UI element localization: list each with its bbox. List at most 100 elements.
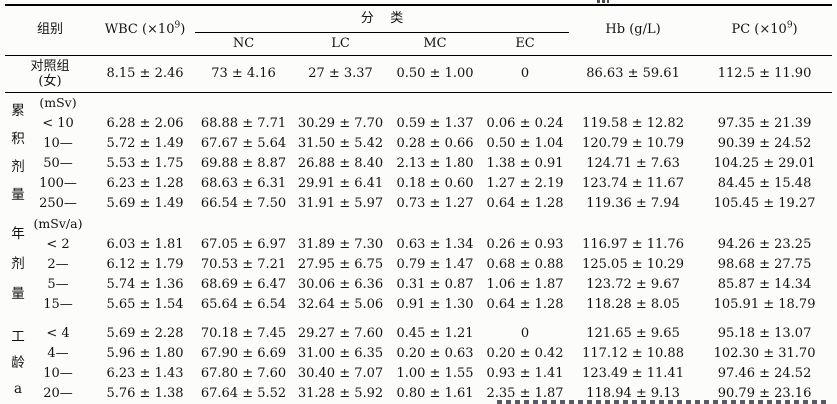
table-row: 10— 6.23 ± 1.43 67.80 ± 7.60 30.40 ± 7.0… — [5, 364, 832, 384]
cell-lc: 32.64 ± 5.06 — [297, 296, 384, 312]
cell-hb: 86.63 ± 59.61 — [569, 55, 698, 93]
cell-ec: 0.64 ± 1.28 — [486, 195, 564, 211]
table-row: 20— 5.76 ± 1.38 67.64 ± 5.52 31.28 ± 5.9… — [5, 384, 832, 404]
section-label-char: 量 — [11, 186, 25, 203]
cell-nc: 65.64 ± 6.54 — [200, 296, 287, 312]
cell-wbc: 5.69 ± 1.49 — [106, 195, 184, 211]
cell-hb: 116.97 ± 11.76 — [582, 236, 684, 252]
cell-pc: 97.35 ± 21.39 — [717, 115, 812, 131]
cell-pc: 84.45 ± 15.48 — [717, 175, 812, 191]
cell-lc: 30.29 ± 7.70 — [297, 115, 384, 131]
section-label-cumulative-dose: 累 积 剂 量 — [5, 93, 31, 215]
cell-mc: 0.73 ± 1.27 — [396, 195, 474, 211]
cell-wbc: 5.74 ± 1.36 — [106, 276, 184, 292]
cell-lc: 31.91 ± 5.97 — [297, 195, 384, 211]
cell-mc: 0.31 ± 0.87 — [396, 276, 474, 292]
cell-wbc: 6.03 ± 1.81 — [106, 236, 184, 252]
cell-hb: 123.74 ± 11.67 — [582, 175, 684, 191]
section-label-char: 年 — [11, 225, 25, 242]
table-row: 工 龄 a < 4 5.69 ± 2.28 70.18 ± 7.45 29.27… — [5, 315, 832, 397]
row-label: 10— — [43, 135, 73, 151]
cell-lc: 29.91 ± 6.41 — [297, 175, 384, 191]
cell-wbc: 5.65 ± 1.54 — [106, 296, 184, 312]
cell-hb: 123.72 ± 9.67 — [586, 276, 680, 292]
cell-pc: 90.79 ± 23.16 — [717, 385, 812, 401]
cell-lc: 26.88 ± 8.40 — [297, 155, 384, 171]
pc-label-close: ) — [792, 22, 798, 38]
empty-cell — [95, 93, 832, 115]
section-label-working-years: 工 龄 a — [5, 315, 31, 404]
control-label-line2: (女) — [38, 74, 62, 89]
cell-ec: 0 — [481, 55, 570, 93]
cell-mc: 0.91 ± 1.30 — [396, 296, 474, 312]
cell-pc: 94.26 ± 23.25 — [717, 236, 812, 252]
table-row: 100— 6.23 ± 1.28 68.63 ± 6.31 29.91 ± 6.… — [5, 174, 832, 194]
cell-wbc: 6.12 ± 1.79 — [106, 256, 184, 272]
cell-ec: 1.06 ± 1.87 — [486, 276, 564, 292]
cell-pc: 95.18 ± 13.07 — [717, 325, 812, 341]
row-label: 4— — [47, 345, 69, 361]
cell-mc: 0.45 ± 1.21 — [396, 325, 474, 341]
cell-wbc: 6.23 ± 1.28 — [106, 175, 184, 191]
cell-pc: 97.46 ± 24.52 — [717, 365, 812, 381]
column-header-hb: Hb (g/L) — [605, 22, 661, 38]
cell-nc: 69.88 ± 8.87 — [200, 155, 287, 171]
cell-lc: 31.28 ± 5.92 — [297, 385, 384, 401]
section-label-char: 剂 — [11, 255, 25, 272]
cell-wbc: 5.72 ± 1.49 — [106, 135, 184, 151]
cell-ec: 2.35 ± 1.87 — [486, 385, 564, 401]
column-header-ec: EC — [515, 35, 535, 51]
row-label: < 10 — [42, 115, 74, 131]
cell-nc: 67.05 ± 6.97 — [200, 236, 287, 252]
table-row: 50— 5.53 ± 1.75 69.88 ± 8.87 26.88 ± 8.4… — [5, 154, 832, 174]
section-working-years: 工 龄 a < 4 5.69 ± 2.28 70.18 ± 7.45 29.27… — [5, 315, 832, 404]
table-row: 10— 5.72 ± 1.49 67.67 ± 5.64 31.50 ± 5.4… — [5, 134, 832, 154]
column-header-pc: PC (×109) — [697, 5, 832, 56]
section-label-char: 工 — [11, 329, 25, 346]
column-header-group: 组别 — [37, 22, 64, 38]
cell-mc: 0.28 ± 0.66 — [396, 135, 474, 151]
wbc-label-close: ) — [180, 22, 186, 38]
cell-hb: 124.71 ± 7.63 — [586, 155, 680, 171]
cell-nc: 67.90 ± 6.69 — [200, 345, 287, 361]
section-label-char: 积 — [11, 130, 25, 147]
section-label-char: 龄 — [11, 355, 25, 372]
cell-ec: 1.27 ± 2.19 — [486, 175, 564, 191]
wbc-label-text: WBC (×10 — [104, 22, 175, 38]
cell-nc: 70.18 ± 7.45 — [200, 325, 287, 341]
cell-wbc: 5.53 ± 1.75 — [106, 155, 184, 171]
cell-lc: 31.00 ± 6.35 — [297, 345, 384, 361]
table-row: 15— 5.65 ± 1.54 65.64 ± 6.54 32.64 ± 5.0… — [5, 295, 832, 315]
table-row: 2— 6.12 ± 1.79 70.53 ± 7.21 27.95 ± 6.75… — [5, 255, 832, 275]
blood-count-table: 组别 WBC (×109) 分 类 Hb (g/L) PC (×109) NC … — [5, 4, 833, 404]
cell-hb: 119.36 ± 7.94 — [586, 195, 680, 211]
section-label-annual-dose: 年 剂 量 — [5, 214, 31, 315]
cell-pc: 112.5 ± 11.90 — [697, 55, 833, 93]
cell-mc: 0.80 ± 1.61 — [396, 385, 474, 401]
cell-hb: 123.49 ± 11.41 — [582, 365, 684, 381]
section-annual-dose: 年 剂 量 (mSv/a) < 2 6.03 ± 1.81 67.05 ± 6.… — [5, 214, 832, 315]
control-label-line1: 对照组 — [30, 59, 70, 74]
cell-nc: 66.54 ± 7.50 — [200, 195, 287, 211]
row-label: < 2 — [46, 236, 70, 252]
cell-nc: 67.64 ± 5.52 — [200, 385, 287, 401]
cell-ec: 0.68 ± 0.88 — [486, 256, 564, 272]
row-label-control-group: 对照组 (女) — [5, 55, 96, 93]
cell-ec: 1.38 ± 0.91 — [486, 155, 564, 171]
table-row-control: 对照组 (女) 8.15 ± 2.46 73 ± 4.16 27 ± 3.37 … — [5, 55, 833, 93]
cell-mc: 0.59 ± 1.37 — [396, 115, 474, 131]
cell-ec: 0.50 ± 1.04 — [486, 135, 564, 151]
cell-wbc: 6.28 ± 2.06 — [106, 115, 184, 131]
cell-hb: 117.12 ± 10.88 — [582, 345, 684, 361]
cell-lc: 30.06 ± 6.36 — [297, 276, 384, 292]
cell-hb: 121.65 ± 9.65 — [586, 325, 680, 341]
cell-wbc: 5.76 ± 1.38 — [106, 385, 184, 401]
row-label: 15— — [43, 296, 73, 312]
cell-hb: 119.58 ± 12.82 — [582, 115, 684, 131]
pc-exponent: 9 — [786, 20, 793, 31]
section-label-char: a — [13, 381, 23, 398]
cell-ec: 0.20 ± 0.42 — [486, 345, 564, 361]
row-label: 250— — [39, 195, 77, 211]
cell-ec: 0.64 ± 1.28 — [486, 296, 564, 312]
